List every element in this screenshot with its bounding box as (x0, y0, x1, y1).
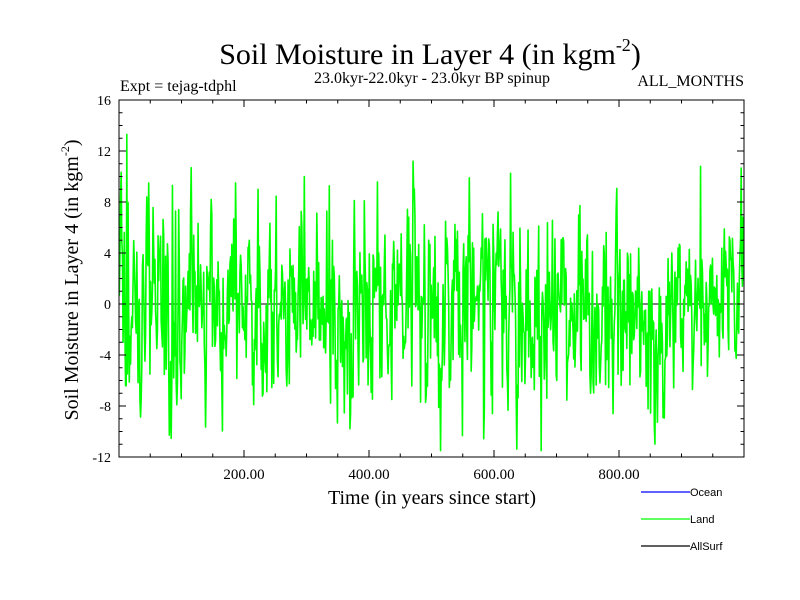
x-tick-label: 600.00 (473, 467, 514, 483)
y-tick-label: -12 (92, 451, 111, 466)
subtitle-left: Expt = tejag-tdphl (120, 78, 237, 95)
y-tick-label: -4 (99, 349, 111, 364)
subtitle-right: ALL_MONTHS (637, 73, 744, 90)
legend-label-ocean: Ocean (690, 487, 722, 499)
x-tick-label: 400.00 (348, 467, 389, 483)
series-land-line (118, 133, 745, 452)
y-axis-label-close: ) (61, 139, 83, 146)
y-tick-label: 16 (97, 94, 111, 109)
legend-label-land: Land (690, 514, 714, 526)
chart-title-close: ) (631, 38, 641, 71)
axes-layer: -12 -8 -4 0 4 8 12 16 200.00 400.00 600.00 800.00 (92, 94, 745, 483)
subtitle-center: 23.0kyr-22.0kyr - 23.0kyr BP spinup (314, 70, 550, 87)
y-axis-label-sup: -2 (58, 146, 72, 156)
x-tick-label: 800.00 (598, 467, 639, 483)
x-tick-label: 200.00 (223, 467, 264, 483)
x-axis-label: Time (in years since start) (328, 487, 536, 509)
y-axis-label: Soil Moisture in Layer 4 (in kgm-2) (58, 139, 83, 420)
series-layer (118, 133, 745, 452)
chart-title: Soil Moisture in Layer 4 (in kgm-2) (219, 35, 641, 71)
legend-label-allsurf: AllSurf (690, 541, 723, 553)
y-tick-label: -8 (99, 400, 111, 415)
y-tick-label: 12 (97, 145, 111, 160)
legend: Ocean Land AllSurf (641, 487, 723, 553)
chart-title-sup: -2 (616, 35, 631, 55)
y-tick-label: 0 (104, 298, 111, 313)
y-tick-label: 8 (104, 196, 111, 211)
y-axis-label-main: Soil Moisture in Layer 4 (in kgm (61, 156, 83, 421)
chart-title-main: Soil Moisture in Layer 4 (in kgm (219, 38, 616, 71)
y-tick-label: 4 (104, 247, 111, 262)
